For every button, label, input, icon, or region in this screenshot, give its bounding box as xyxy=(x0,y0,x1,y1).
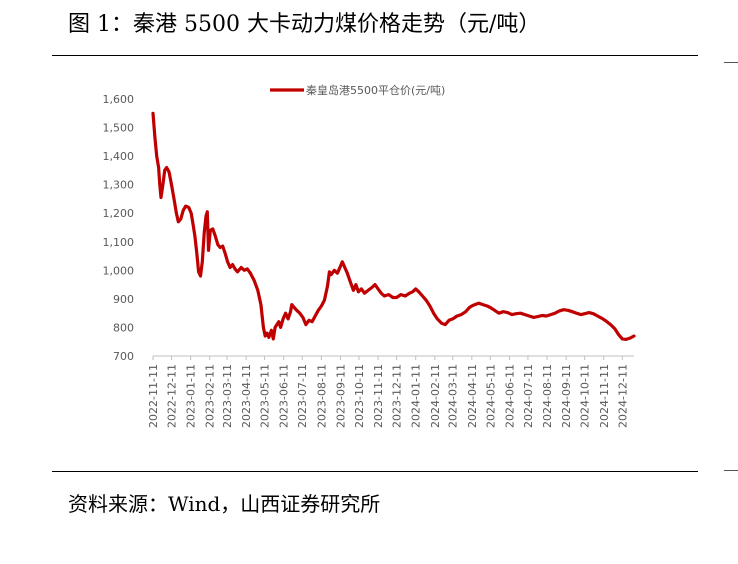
y-tick-label: 1,600 xyxy=(103,93,135,106)
x-tick-label: 2024-11-11 xyxy=(598,364,611,428)
y-tick-label: 1,500 xyxy=(103,122,135,135)
y-tick-label: 1,100 xyxy=(103,236,135,249)
line-chart: 秦皇岛港5500平仓价(元/吨) 700 800 900 1,000 1,100 1,20… xyxy=(103,83,636,428)
y-tick-label: 1,200 xyxy=(103,207,135,220)
y-tick-label: 800 xyxy=(113,321,134,334)
x-tick-label: 2023-05-11 xyxy=(259,364,272,428)
x-tick-label: 2024-02-11 xyxy=(429,364,442,428)
source-note: 资料来源：Wind，山西证券研究所 xyxy=(68,492,381,516)
x-tick-label: 2023-12-11 xyxy=(391,364,404,428)
x-tick-label: 2023-02-11 xyxy=(204,364,217,428)
chart-legend: 秦皇岛港5500平仓价(元/吨) xyxy=(270,83,445,97)
x-tick-label: 2024-01-11 xyxy=(410,364,423,428)
y-axis: 700 800 900 1,000 1,100 1,200 1,300 1,400 1,500 1… xyxy=(103,93,135,363)
x-tick-label: 2024-05-11 xyxy=(484,364,497,428)
x-tick-label: 2024-07-11 xyxy=(522,364,535,428)
x-tick-label: 2023-03-11 xyxy=(221,364,234,428)
y-tick-label: 900 xyxy=(113,293,134,306)
x-tick-label: 2024-09-11 xyxy=(560,364,573,428)
legend-label: 秦皇岛港5500平仓价(元/吨) xyxy=(306,83,445,97)
y-tick-label: 700 xyxy=(113,350,134,363)
x-tick-label: 2022-12-11 xyxy=(166,364,179,428)
y-tick-label: 1,000 xyxy=(103,264,135,277)
figure-title: 图 1：秦港 5500 大卡动力煤价格走势（元/吨） xyxy=(68,12,541,37)
x-tick-label: 2023-08-11 xyxy=(315,364,328,428)
x-tick-label: 2024-12-11 xyxy=(616,364,629,428)
bottom-rule-tick xyxy=(724,470,738,471)
x-tick-label: 2023-11-11 xyxy=(372,364,385,428)
x-tick-label: 2023-10-11 xyxy=(353,364,366,428)
series-line-qinhuangdao-5500 xyxy=(151,111,636,341)
x-axis: 2022-11-11 2022-12-11 2023-01-11 2023-02-11… xyxy=(147,355,634,428)
x-tick-label: 2022-11-11 xyxy=(147,364,160,428)
top-rule xyxy=(52,55,698,56)
x-tick-label: 2023-07-11 xyxy=(296,364,309,428)
x-tick-label: 2023-06-11 xyxy=(278,364,291,428)
y-tick-label: 1,400 xyxy=(103,150,135,163)
y-tick-label: 1,300 xyxy=(103,179,135,192)
x-tick-label: 2023-04-11 xyxy=(240,364,253,428)
x-tick-label: 2024-03-11 xyxy=(447,364,460,428)
x-tick-label: 2024-06-11 xyxy=(503,364,516,428)
x-tick-label: 2024-08-11 xyxy=(541,364,554,428)
x-tick-label: 2024-04-11 xyxy=(466,364,479,428)
x-tick-label: 2023-01-11 xyxy=(185,364,198,428)
top-rule-tick xyxy=(724,62,738,63)
bottom-rule xyxy=(52,471,698,472)
x-tick-label: 2023-09-11 xyxy=(334,364,347,428)
x-tick-label: 2024-10-11 xyxy=(579,364,592,428)
